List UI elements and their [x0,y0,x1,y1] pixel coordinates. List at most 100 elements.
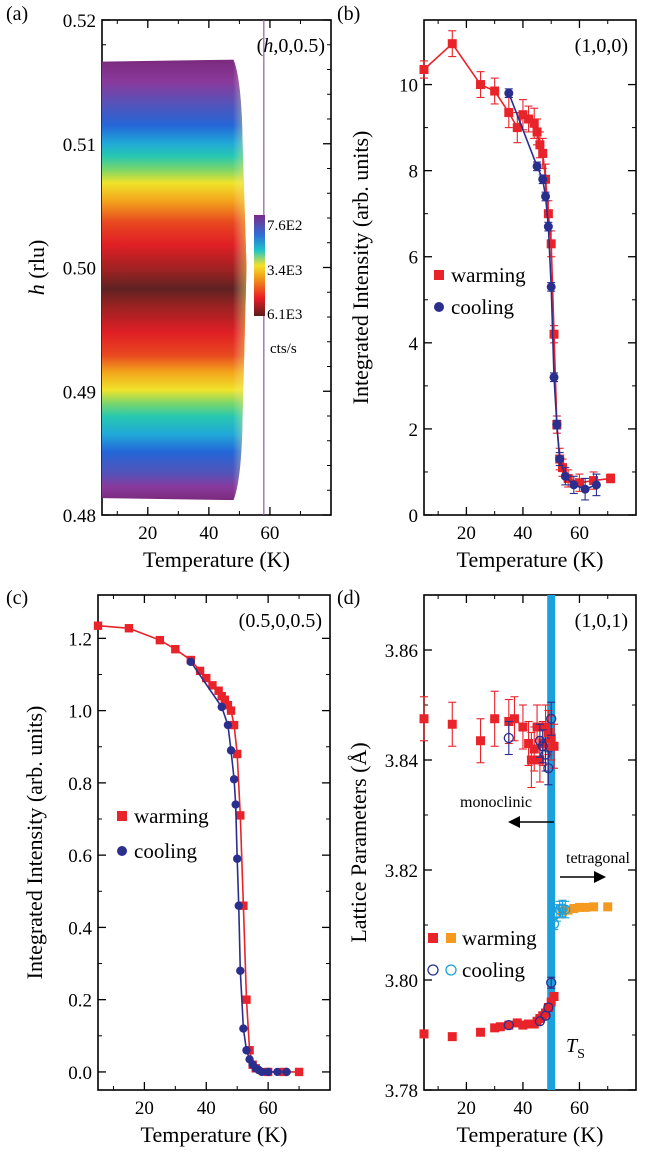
colorbar-unit: cts/s [270,341,297,357]
data-point [234,901,243,910]
data-point [236,811,245,820]
y-tick-label: 0.51 [63,135,96,156]
data-point [447,1032,457,1042]
data-point [532,161,542,171]
transition-band [547,595,556,1090]
y-tick-label: 3.78 [385,1081,418,1102]
data-point [117,811,127,821]
x-axis-label: Temperature (K) [141,1122,288,1147]
data-point [509,714,519,724]
data-point [242,1046,251,1055]
colorbar-label-bottom: 6.1E3 [267,307,302,323]
data-point [257,1067,267,1077]
data-point [535,755,545,765]
data-point [589,902,599,912]
x-tick-label: 40 [513,1098,532,1119]
panel-c: 20 40 60 0.0 0.2 0.4 0.6 0.8 1.0 1.2 Temperature (… [6,587,331,1147]
data-point [186,657,195,667]
panel-annotation: (0.5,0,0.5) [239,610,322,632]
arrow-right-head [594,871,606,883]
x-tick-label: 60 [570,1098,589,1119]
data-point [543,1002,554,1013]
data-point [538,148,548,158]
data-point [518,1020,528,1030]
data-point [155,635,165,645]
arrow-left-head [508,816,520,828]
data-point [541,722,551,732]
data-point [490,1023,500,1033]
data-point [208,681,217,690]
data-point [233,854,242,863]
series-line [97,624,300,1073]
y-tick-label: 3.84 [385,751,419,772]
data-point [226,746,236,755]
heatmap-edge-fade [102,59,247,501]
data-point [434,302,444,312]
ts-label: TS [566,1035,585,1062]
panel-a: 20 40 60 0.48 0.49 0.50 0.51 0.52 Temperature (K… [6,3,332,572]
data-point [504,88,514,98]
panel-annotation: (1,0,1) [575,610,628,632]
data-point [445,964,457,976]
panel-label: (a) [6,3,28,25]
data-point [548,918,560,930]
data-point [569,480,579,490]
data-point [560,904,571,915]
data-point [427,964,439,976]
data-point [591,480,601,490]
data-point [226,706,236,715]
data-point [580,484,590,494]
data-point [606,473,616,483]
data-point [504,108,514,118]
y-tick-label: 0.49 [63,382,96,403]
data-point [543,763,554,774]
y-tick-label: 0.4 [68,918,92,939]
data-point [223,720,233,730]
data-point [117,846,127,856]
x-tick-label: 20 [457,523,476,544]
data-point [574,902,584,912]
colorbar [254,215,265,316]
data-point [560,471,570,481]
x-tick-label: 40 [513,523,532,544]
data-point [546,997,556,1007]
data-point [490,86,500,96]
y-axis-label: Integrated Intensity (arb. units) [22,706,47,980]
data-point [563,905,573,915]
y-tick-label: 0.8 [68,774,92,795]
x-tick-label: 60 [570,523,589,544]
y-axis-label: h (rlu) [24,240,49,296]
data-point [217,702,226,712]
data-point [214,686,223,695]
data-point [476,80,486,90]
x-tick-label: 60 [260,523,279,544]
y-tick-label: 4 [409,334,419,355]
x-tick-label: 40 [199,523,218,544]
panel-b: 20 40 60 0 2 4 6 8 10 Temperature (K) (b) (1,0,0) wa… [337,3,637,572]
data-point [518,110,528,120]
data-point [524,1019,534,1029]
y-label-part: h [24,284,49,295]
data-point [171,644,180,654]
data-point [223,701,233,710]
data-point [535,140,545,150]
y-axis-label: Lattice Parameters (Å) [346,742,371,942]
data-point [124,624,134,633]
data-point [541,191,551,201]
data-point [202,673,211,683]
data-point [524,114,534,124]
data-point [546,282,556,292]
data-point [543,209,553,219]
data-point [526,755,536,765]
data-point [419,1029,429,1039]
plot-frame [423,19,637,516]
y-label-part: (rlu) [24,240,49,285]
data-point [434,270,444,280]
y-tick-label: 1.2 [68,629,92,650]
data-point [574,478,584,488]
y-tick-label: 0 [409,506,419,527]
data-point [282,1067,291,1077]
legend-label-cooling: cooling [134,839,197,863]
data-point [543,728,553,737]
data-point [512,1018,522,1028]
